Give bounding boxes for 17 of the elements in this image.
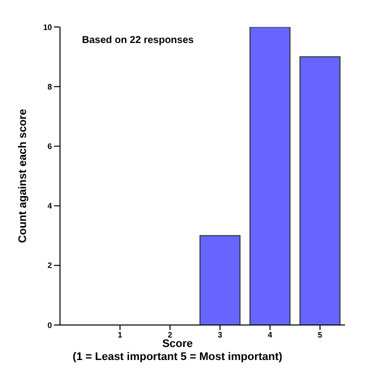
y-tick-label: 6 — [48, 142, 53, 152]
y-tick-label: 10 — [43, 22, 53, 32]
y-tick-label: 0 — [48, 320, 53, 330]
x-tick-label: 2 — [168, 330, 173, 340]
y-tick-label: 4 — [48, 202, 53, 211]
bar — [200, 235, 240, 325]
y-tick-label: 2 — [48, 261, 53, 270]
annotation: Based on 22 responses — [82, 35, 194, 46]
y-axis-title: Count against each score — [16, 109, 29, 243]
bar — [300, 56, 340, 325]
x-tick-label: 5 — [318, 330, 323, 340]
y-tick-label: 8 — [48, 82, 53, 92]
x-axis-title: Score (1 = Least important 5 = Most important) — [72, 338, 283, 363]
x-tick-label: 1 — [118, 330, 123, 340]
x-tick-label: 4 — [268, 330, 273, 340]
bar — [250, 27, 290, 325]
x-tick-label: 3 — [218, 330, 223, 340]
